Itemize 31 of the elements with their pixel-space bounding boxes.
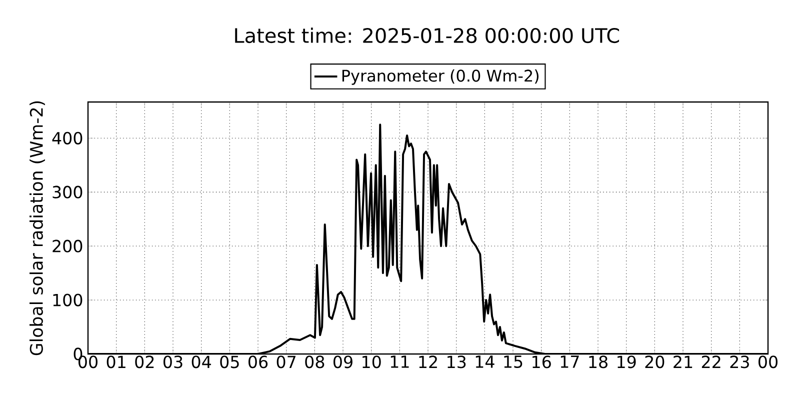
y-tick-label: 400 [52, 132, 82, 144]
x-tick-label: 03 [164, 356, 182, 368]
x-tick-label: 18 [589, 356, 608, 368]
x-tick-label: 04 [192, 356, 211, 368]
x-tick-label: 19 [618, 356, 636, 368]
legend-label: Pyranometer (0.0 Wm-2) [342, 69, 538, 85]
x-tick-label: 11 [390, 356, 409, 368]
x-tick-label: 08 [305, 356, 324, 368]
x-tick-label: 16 [532, 356, 551, 368]
x-tick-label: 17 [560, 356, 579, 368]
x-tick-label: 05 [220, 356, 239, 368]
x-tick-label: 07 [276, 356, 296, 368]
y-tick-label: 200 [52, 240, 82, 252]
y-tick-label: 100 [53, 294, 82, 306]
x-tick-label: 15 [504, 356, 522, 368]
x-tick-label: 20 [645, 356, 664, 368]
x-tick-label: 22 [702, 356, 720, 368]
x-tick-label: 10 [362, 356, 381, 368]
x-tick-label: 21 [674, 356, 692, 368]
x-tick-label: 23 [730, 356, 749, 368]
x-tick-label: 02 [135, 356, 154, 368]
y-axis-title: Global solar radiation (Wm-2) [30, 101, 45, 356]
x-tick-label: 01 [106, 356, 126, 368]
x-tick-label: 06 [248, 356, 268, 368]
x-tick-label: 09 [334, 356, 352, 368]
x-tick-label: 13 [448, 356, 466, 368]
x-tick-label: 14 [476, 356, 494, 368]
chart-title: Latest time: 2025-01-28 00:00:00 UTC [235, 28, 620, 44]
x-tick-label: 12 [419, 356, 437, 368]
y-tick-label: 300 [52, 186, 82, 198]
x-tick-label: 00 [758, 356, 778, 368]
